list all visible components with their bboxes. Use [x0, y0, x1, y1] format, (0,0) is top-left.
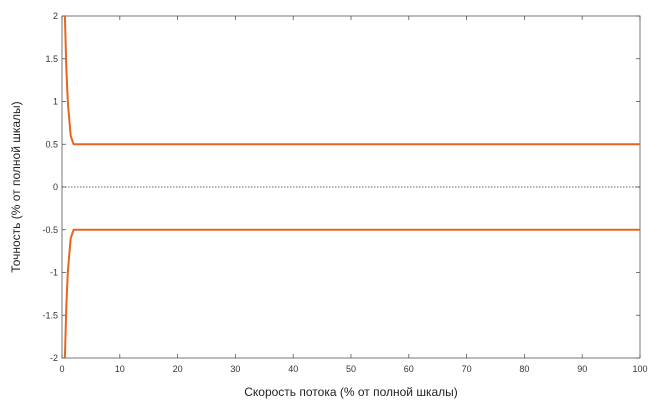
y-tick-label: 2 — [53, 11, 58, 21]
y-tick-label: -0.5 — [42, 225, 58, 235]
x-tick-label: 40 — [288, 364, 298, 374]
x-tick-label: 60 — [404, 364, 414, 374]
series-line-1 — [63, 228, 640, 359]
y-tick-label: 0 — [53, 182, 58, 192]
tick-labels: 0 10 20 30 40 50 60 70 80 90 100 2 1.5 1 0.5 0 -0.5 -1 -1.… — [42, 11, 647, 374]
x-tick-label: 90 — [577, 364, 587, 374]
y-tick-label: 1.5 — [45, 54, 58, 64]
y-tick-label: -1 — [50, 268, 58, 278]
series-line-0 — [63, 15, 640, 146]
x-axis-label: Скорость потока (% от полной шкалы) — [244, 385, 458, 399]
x-tick-label: 0 — [59, 364, 64, 374]
x-tick-label: 70 — [462, 364, 472, 374]
x-tick-label: 10 — [115, 364, 125, 374]
x-tick-label: 100 — [632, 364, 647, 374]
y-axis-label: Точность (% от полной шкалы) — [9, 101, 23, 272]
y-tick-label: 1 — [53, 97, 58, 107]
y-tick-label: -2 — [50, 353, 58, 363]
x-tick-label: 80 — [519, 364, 529, 374]
x-tick-label: 30 — [230, 364, 240, 374]
series-layer — [62, 15, 640, 359]
y-tick-label: -1.5 — [42, 310, 58, 320]
x-tick-label: 50 — [346, 364, 356, 374]
y-tick-label: 0.5 — [45, 139, 58, 149]
x-tick-label: 20 — [173, 364, 183, 374]
